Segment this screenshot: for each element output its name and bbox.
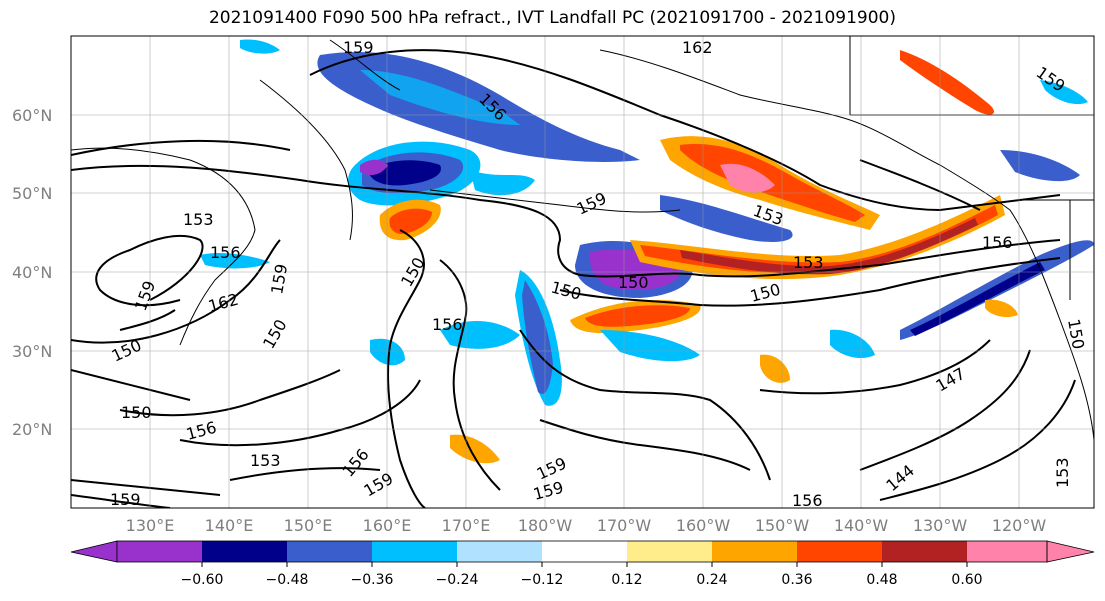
contour-label: 153 (183, 210, 214, 229)
contour-label: 153 (250, 451, 281, 470)
lat-label: 50°N (12, 184, 52, 203)
colorbar-tick-label: 0.24 (696, 572, 727, 588)
contour-label: 156 (792, 491, 823, 510)
lat-label: 40°N (12, 263, 52, 282)
colorbar: −0.60 −0.48 −0.36 −0.24 −0.12 0.12 0.24 … (70, 540, 1095, 588)
contour-label: 156 (210, 243, 241, 262)
colorbar-tick-label: −0.12 (521, 572, 564, 588)
lon-label: 160°E (363, 516, 412, 535)
contour-label: 153 (1053, 457, 1072, 488)
colorbar-swatch (457, 541, 542, 562)
colorbar-swatch (542, 541, 627, 562)
lon-label: 170°E (442, 516, 491, 535)
colorbar-tick-label: 0.36 (781, 572, 812, 588)
colorbar-swatch (287, 541, 372, 562)
lat-label: 60°N (12, 106, 52, 125)
lon-label: 140°W (834, 516, 889, 535)
contour-label: 150 (618, 273, 649, 292)
colorbar-swatch (627, 541, 712, 562)
map-title: 2021091400 F090 500 hPa refract., IVT La… (208, 8, 896, 28)
colorbar-tick-label: −0.24 (436, 572, 479, 588)
colorbar-tick-label: 0.60 (951, 572, 982, 588)
lon-label: 170°W (597, 516, 652, 535)
lon-labels: 130°E 140°E 150°E 160°E 170°E 180°W 170°… (126, 516, 1047, 535)
map-frame (70, 35, 1095, 509)
lat-labels: 60°N 50°N 40°N 30°N 20°N (12, 106, 52, 439)
colorbar-extend-low (70, 540, 118, 563)
colorbar-swatch (882, 541, 967, 562)
contour-label: 150 (121, 403, 152, 422)
colorbar-swatch (712, 541, 797, 562)
colorbar-tick-label: −0.60 (181, 572, 224, 588)
lon-label: 130°W (913, 516, 968, 535)
lon-label: 130°E (126, 516, 175, 535)
graticule (71, 36, 1094, 508)
contour-label: 162 (682, 38, 713, 57)
lon-label: 160°W (676, 516, 731, 535)
colorbar-tick-label: −0.36 (351, 572, 394, 588)
lon-label: 150°E (284, 516, 333, 535)
lon-label: 150°W (755, 516, 810, 535)
colorbar-tick-label: 0.48 (866, 572, 897, 588)
lon-label: 180°W (518, 516, 573, 535)
colorbar-swatch (117, 541, 202, 562)
contour-label: 159 (110, 490, 141, 509)
colorbar-extend-high (1046, 540, 1095, 563)
lat-label: 30°N (12, 342, 52, 361)
colorbar-swatch (797, 541, 882, 562)
colorbar-swatch (202, 541, 287, 562)
colorbar-tick-label: −0.48 (266, 572, 309, 588)
contour-label: 156 (432, 315, 463, 334)
contour-label: 156 (982, 233, 1013, 252)
contour-label: 153 (793, 253, 824, 272)
colorbar-swatch (967, 541, 1047, 562)
lon-label: 140°E (205, 516, 254, 535)
lon-label: 120°W (992, 516, 1047, 535)
colorbar-swatch (372, 541, 457, 562)
colorbar-tick-label: 0.12 (611, 572, 642, 588)
lat-label: 20°N (12, 420, 52, 439)
refractivity-anomaly-fill (200, 39, 1094, 464)
contour-label: 159 (343, 38, 374, 57)
